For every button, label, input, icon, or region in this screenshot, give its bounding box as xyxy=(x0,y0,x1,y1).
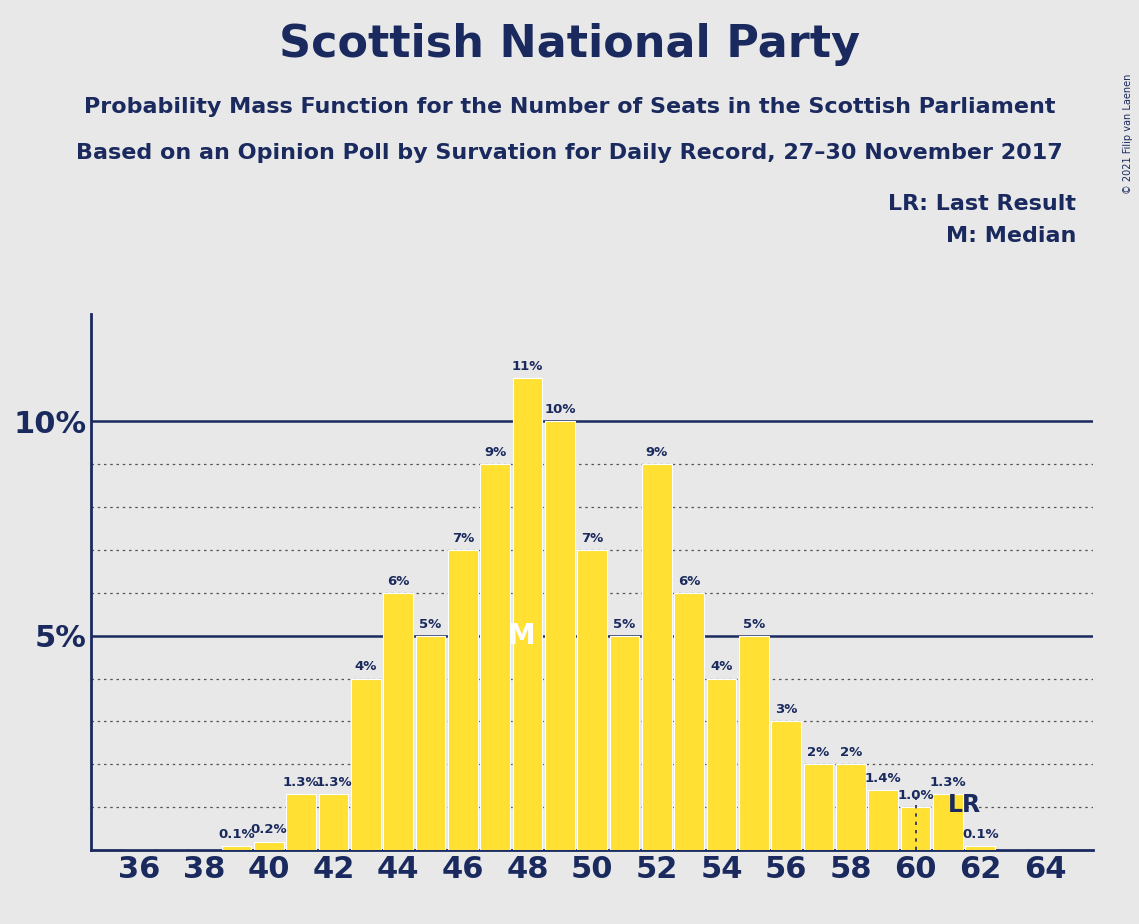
Bar xyxy=(706,678,737,850)
Bar xyxy=(286,795,317,850)
Bar xyxy=(384,593,413,850)
Bar xyxy=(481,464,510,850)
Bar xyxy=(836,764,866,850)
Text: 6%: 6% xyxy=(678,575,700,588)
Text: © 2021 Filip van Laenen: © 2021 Filip van Laenen xyxy=(1123,74,1133,194)
Bar xyxy=(933,795,962,850)
Bar xyxy=(319,795,349,850)
Text: 9%: 9% xyxy=(484,446,507,459)
Text: LR: LR xyxy=(948,793,981,817)
Bar xyxy=(416,636,445,850)
Text: 1.3%: 1.3% xyxy=(282,776,320,789)
Text: 1.4%: 1.4% xyxy=(865,772,902,784)
Text: 5%: 5% xyxy=(419,617,442,630)
Bar xyxy=(901,808,931,850)
Bar xyxy=(448,550,478,850)
Bar xyxy=(254,842,284,850)
Text: Based on an Opinion Poll by Survation for Daily Record, 27–30 November 2017: Based on an Opinion Poll by Survation fo… xyxy=(76,143,1063,164)
Text: 0.2%: 0.2% xyxy=(251,823,287,836)
Text: 1.3%: 1.3% xyxy=(316,776,352,789)
Text: Scottish National Party: Scottish National Party xyxy=(279,23,860,67)
Bar xyxy=(609,636,639,850)
Text: 9%: 9% xyxy=(646,446,669,459)
Text: 2%: 2% xyxy=(808,747,829,760)
Text: 3%: 3% xyxy=(776,703,797,716)
Bar xyxy=(222,845,252,850)
Text: 2%: 2% xyxy=(839,747,862,760)
Text: 5%: 5% xyxy=(614,617,636,630)
Text: M: M xyxy=(507,622,535,650)
Bar xyxy=(642,464,672,850)
Bar xyxy=(577,550,607,850)
Text: 4%: 4% xyxy=(711,661,732,674)
Text: 7%: 7% xyxy=(452,532,474,545)
Text: M: Median: M: Median xyxy=(947,226,1076,247)
Text: 4%: 4% xyxy=(354,661,377,674)
Text: LR: Last Result: LR: Last Result xyxy=(888,194,1076,214)
Text: 7%: 7% xyxy=(581,532,604,545)
Bar xyxy=(771,722,801,850)
Text: 5%: 5% xyxy=(743,617,765,630)
Bar xyxy=(674,593,704,850)
Bar xyxy=(739,636,769,850)
Bar xyxy=(351,678,380,850)
Bar xyxy=(513,379,542,850)
Text: 0.1%: 0.1% xyxy=(962,828,999,841)
Text: 10%: 10% xyxy=(544,403,575,416)
Bar xyxy=(804,764,834,850)
Bar xyxy=(546,421,575,850)
Text: Probability Mass Function for the Number of Seats in the Scottish Parliament: Probability Mass Function for the Number… xyxy=(84,97,1055,117)
Text: 1.0%: 1.0% xyxy=(898,789,934,802)
Bar xyxy=(868,790,899,850)
Text: 6%: 6% xyxy=(387,575,409,588)
Bar xyxy=(966,845,995,850)
Text: 0.1%: 0.1% xyxy=(219,828,255,841)
Text: 11%: 11% xyxy=(511,360,543,373)
Text: 1.3%: 1.3% xyxy=(929,776,966,789)
